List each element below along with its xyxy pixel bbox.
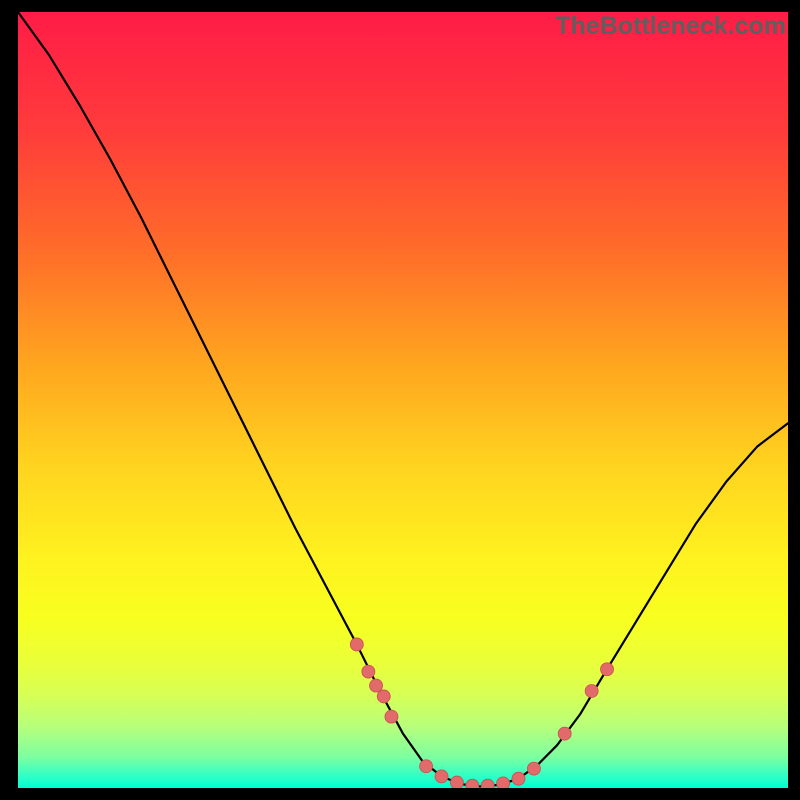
data-marker — [362, 665, 375, 678]
plot-area — [18, 12, 788, 788]
data-marker — [497, 777, 510, 788]
gradient-background — [18, 12, 788, 788]
data-marker — [435, 770, 448, 783]
data-marker — [420, 760, 433, 773]
data-marker — [377, 690, 390, 703]
data-marker — [350, 638, 363, 651]
chart-container: TheBottleneck.com — [0, 0, 800, 800]
data-marker — [558, 727, 571, 740]
data-marker — [481, 779, 494, 788]
data-marker — [512, 772, 525, 785]
data-marker — [601, 663, 614, 676]
data-marker — [585, 685, 598, 698]
data-marker — [450, 776, 463, 788]
data-marker — [466, 779, 479, 788]
data-marker — [385, 710, 398, 723]
data-marker — [527, 762, 540, 775]
data-marker — [370, 679, 383, 692]
watermark-text: TheBottleneck.com — [555, 12, 786, 41]
